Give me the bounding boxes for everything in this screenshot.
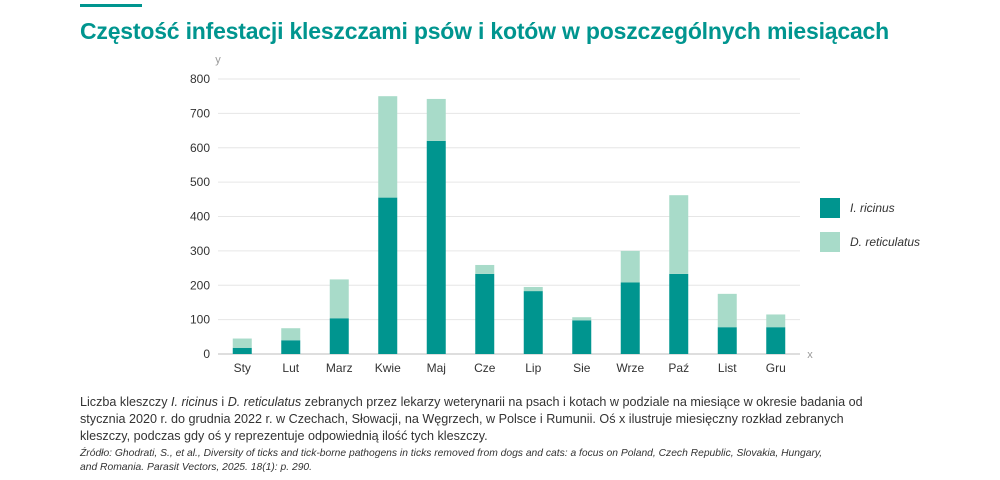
legend: I. ricinus D. reticulatus (820, 198, 920, 266)
bar-segment-ricinus (620, 282, 640, 354)
x-tick-label: Sie (573, 361, 591, 375)
bar-segment-reticulatus (378, 96, 398, 198)
bar-segment-ricinus (232, 347, 252, 354)
bar-segment-ricinus (426, 140, 446, 354)
bar-segment-ricinus (669, 273, 689, 354)
legend-item-reticulatus: D. reticulatus (820, 232, 920, 252)
y-tick-label: 400 (190, 210, 210, 224)
x-tick-label: Lut (282, 361, 299, 375)
y-tick-label: 800 (190, 72, 210, 86)
bar-segment-reticulatus (426, 98, 446, 141)
legend-swatch-reticulatus (820, 232, 840, 252)
x-tick-label: Sty (234, 361, 251, 375)
bar-segment-ricinus (475, 273, 495, 354)
caption-species-ricinus: I. ricinus (171, 395, 218, 409)
chart-title: Częstość infestacji kleszczami psów i ko… (80, 18, 889, 44)
bar-segment-ricinus (281, 340, 301, 354)
x-tick-label: Paź (668, 361, 689, 375)
bar-segment-reticulatus (523, 286, 543, 292)
source-citation: Źródło: Ghodrati, S., et al., Diversity … (80, 448, 823, 473)
x-tick-label: List (718, 361, 737, 375)
y-tick-label: 100 (190, 313, 210, 327)
bar-segment-reticulatus (281, 328, 301, 341)
x-tick-label: Gru (766, 361, 786, 375)
y-tick-label: 300 (190, 244, 210, 258)
title-accent-line (80, 4, 142, 7)
legend-label-reticulatus: D. reticulatus (850, 235, 921, 249)
x-axis-label: x (807, 349, 813, 361)
bar-segment-ricinus (717, 327, 737, 354)
bar-segment-ricinus (378, 197, 398, 354)
bars-layer (232, 96, 786, 354)
bar-segment-reticulatus (620, 250, 640, 283)
bar-segment-reticulatus (232, 338, 252, 348)
legend-swatch-ricinus (820, 198, 840, 218)
figure-caption: Liczba kleszczy I. ricinus i D. reticula… (80, 394, 880, 445)
y-axis-label: y (215, 54, 221, 66)
y-tick-label: 0 (203, 347, 210, 361)
bar-segment-reticulatus (572, 317, 592, 321)
bar-segment-ricinus (766, 327, 786, 354)
caption-prefix: Liczba kleszczy (80, 395, 171, 409)
bar-segment-ricinus (329, 318, 349, 354)
x-tick-label: Lip (525, 361, 541, 375)
caption-species-reticulatus: D. reticulatus (227, 395, 302, 409)
y-tick-label: 700 (190, 106, 210, 120)
legend-item-ricinus: I. ricinus (820, 198, 920, 218)
bar-segment-reticulatus (717, 293, 737, 328)
x-tick-label: Kwie (375, 361, 401, 375)
x-tick-label: Marz (326, 361, 353, 375)
x-tick-label: Maj (427, 361, 446, 375)
y-tick-label: 600 (190, 141, 210, 155)
stacked-bar-chart: 0 100 200 300 400 500 600 700 800 y x Sty Lut Marz Kwi… (190, 54, 813, 375)
bar-segment-reticulatus (475, 264, 495, 274)
bar-segment-ricinus (523, 291, 543, 354)
bar-segment-reticulatus (329, 279, 349, 319)
bar-segment-ricinus (572, 320, 592, 354)
x-tick-label: Cze (474, 361, 496, 375)
bar-segment-reticulatus (766, 314, 786, 328)
caption-rest: zebranych przez lekarzy weterynarii na p… (80, 395, 863, 443)
legend-label-ricinus: I. ricinus (850, 201, 895, 215)
axis-layer: 0 100 200 300 400 500 600 700 800 y x Sty Lut Marz Kwi… (190, 54, 813, 375)
bar-segment-reticulatus (669, 195, 689, 274)
y-tick-label: 200 (190, 278, 210, 292)
grid-layer (218, 78, 800, 321)
x-tick-label: Wrze (616, 361, 644, 375)
caption-conjunction: i (217, 395, 228, 409)
y-tick-label: 500 (190, 175, 210, 189)
